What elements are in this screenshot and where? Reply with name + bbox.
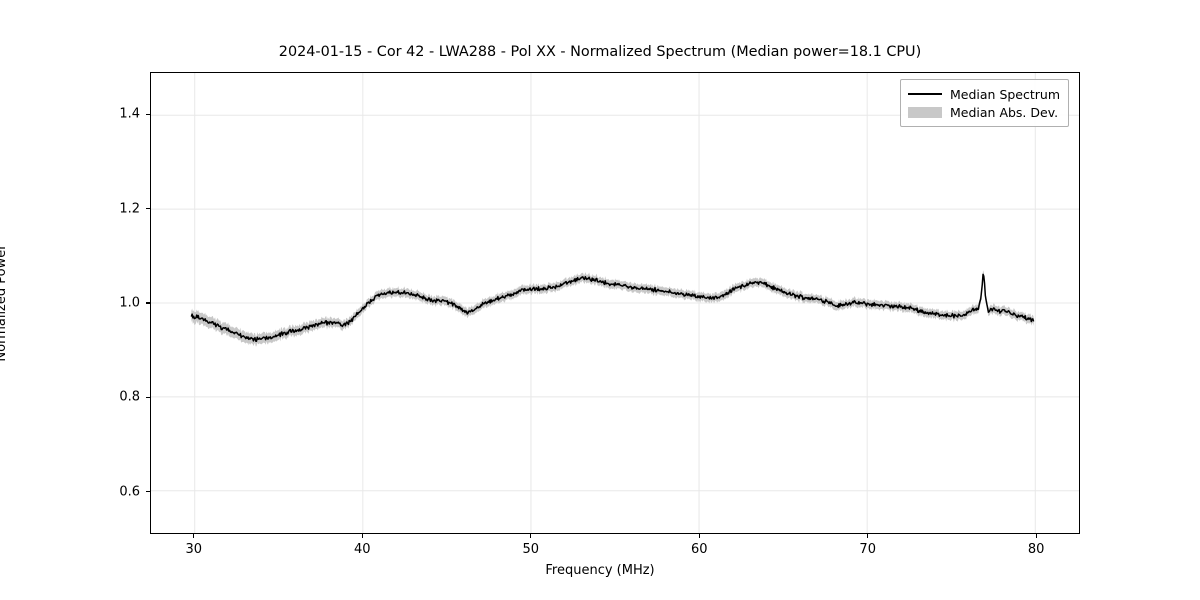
y-tick-label: 0.8 [119, 389, 140, 405]
y-axis-label: Normalized Power [0, 244, 9, 362]
legend-line-icon [908, 87, 942, 101]
x-tick-mark [1035, 534, 1037, 538]
y-tick-mark [146, 490, 150, 493]
x-tick-label: 40 [354, 542, 371, 557]
y-tick-label: 1.0 [119, 295, 140, 311]
x-tick-mark [698, 534, 700, 538]
x-tick-label: 60 [690, 542, 708, 557]
x-tick-mark [193, 534, 195, 538]
y-tick-mark [146, 302, 150, 304]
y-tick-label: 0.6 [119, 484, 140, 500]
x-tick-label: 50 [522, 542, 540, 557]
median-spectrum-line [190, 273, 1035, 343]
y-tick-label: 1.2 [119, 201, 140, 217]
y-tick-mark [146, 396, 150, 398]
data-layer [190, 270, 1035, 347]
y-tick-mark [146, 208, 150, 210]
legend-label: Median Abs. Dev. [950, 104, 1059, 120]
legend-item-median-spectrum: Median Spectrum [908, 85, 1060, 103]
x-tick-label: 30 [185, 542, 203, 557]
x-tick-label: 70 [859, 542, 876, 557]
x-tick-mark [530, 534, 532, 538]
legend-label: Median Spectrum [950, 86, 1061, 102]
page-title: 2024-01-15 - Cor 42 - LWA288 - Pol XX - … [278, 44, 922, 60]
mad-band [191, 270, 1034, 347]
y-tick-mark [146, 113, 150, 116]
y-tick-label: 1.4 [119, 106, 140, 122]
legend-item-median-abs-dev: Median Abs. Dev. [908, 103, 1060, 121]
x-tick-mark [361, 534, 363, 538]
x-tick-mark [867, 534, 869, 538]
x-tick-label: 80 [1027, 542, 1045, 557]
legend: Median Spectrum Median Abs. Dev. [900, 79, 1070, 127]
x-axis-label: Frequency (MHz) [545, 563, 655, 578]
plot-area [150, 72, 1080, 534]
legend-patch-icon [908, 105, 942, 119]
